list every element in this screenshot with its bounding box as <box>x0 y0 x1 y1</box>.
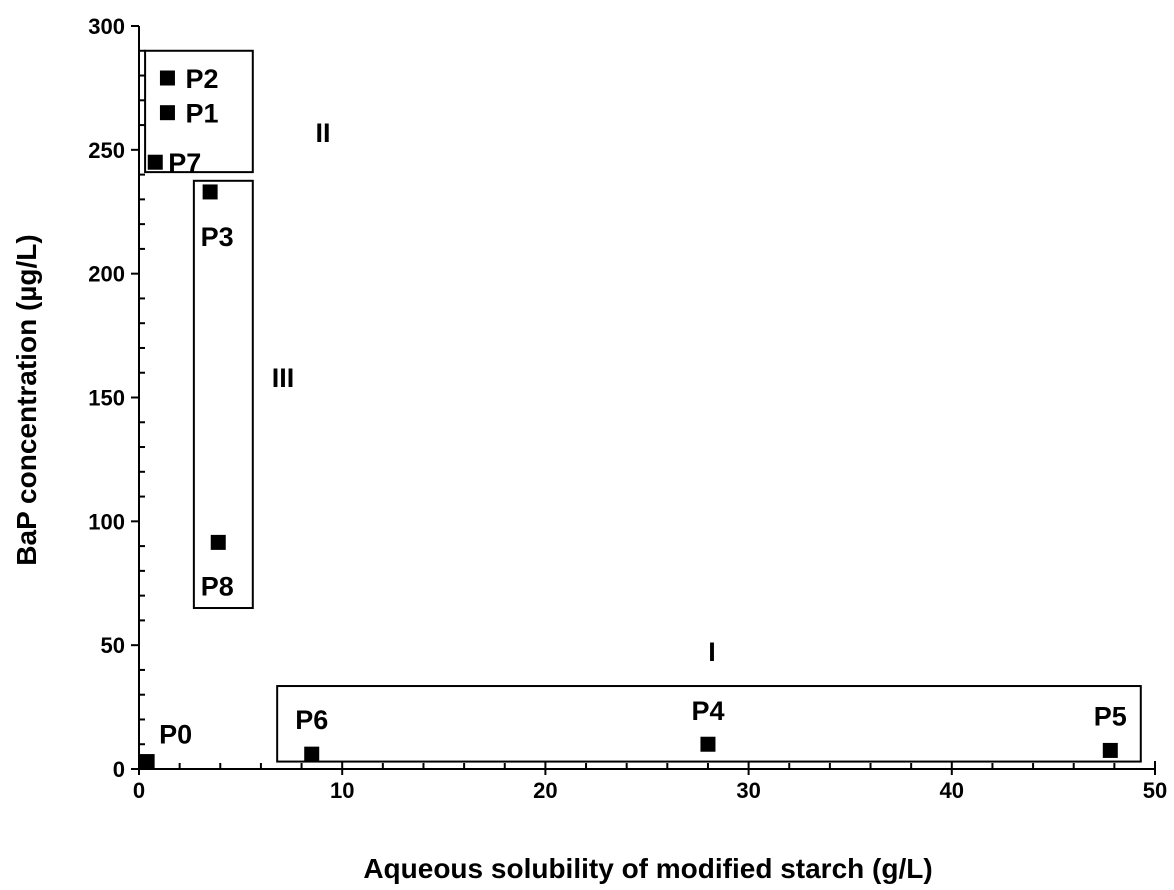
x-axis-title: Aqueous solubility of modified starch (g… <box>363 853 932 884</box>
y-tick-label: 0 <box>113 757 125 782</box>
point-p2 <box>159 70 175 86</box>
y-tick-label: 100 <box>88 509 125 534</box>
x-tick-label: 30 <box>736 778 760 803</box>
point-label-p0: P0 <box>159 720 192 750</box>
y-axis-title: BaP concentration (µg/L) <box>11 234 42 565</box>
region-label-ii: II <box>315 118 330 148</box>
point-p4 <box>700 736 716 752</box>
x-tick-label: 50 <box>1143 778 1167 803</box>
region-box-i <box>276 685 1142 763</box>
x-tick-label: 10 <box>330 778 354 803</box>
region-label-iii: III <box>272 363 295 393</box>
point-label-p4: P4 <box>691 696 724 726</box>
point-p1 <box>159 105 175 121</box>
point-p6 <box>304 746 320 762</box>
axes: 0 50 100 150 200 250 300 0 10 20 30 40 50 <box>88 14 1167 803</box>
point-p3 <box>202 184 218 200</box>
point-label-p5: P5 <box>1094 701 1127 731</box>
region-label-i: I <box>708 637 716 667</box>
x-tick-label: 40 <box>940 778 964 803</box>
y-tick-label: 200 <box>88 262 125 287</box>
point-label-p6: P6 <box>295 705 328 735</box>
x-tick-label: 20 <box>533 778 557 803</box>
point-labels: P0 P1 P2 P3 P4 P5 P6 P7 P8 <box>159 64 1127 750</box>
point-label-p2: P2 <box>185 64 218 94</box>
y-tick-label: 50 <box>101 633 125 658</box>
x-tick-label: 0 <box>133 778 145 803</box>
point-p0 <box>139 754 155 770</box>
point-label-p8: P8 <box>201 571 234 601</box>
point-p7 <box>147 154 163 170</box>
y-tick-label: 150 <box>88 386 125 411</box>
region-box-iii <box>192 179 254 610</box>
point-label-p3: P3 <box>201 222 234 252</box>
y-tick-label: 300 <box>88 14 125 39</box>
data-points <box>139 70 1118 770</box>
region-box-ii <box>144 49 254 174</box>
y-tick-label: 250 <box>88 138 125 163</box>
point-label-p1: P1 <box>185 99 218 129</box>
point-p8 <box>210 534 226 550</box>
point-label-p7: P7 <box>168 148 201 178</box>
point-p5 <box>1102 742 1118 758</box>
